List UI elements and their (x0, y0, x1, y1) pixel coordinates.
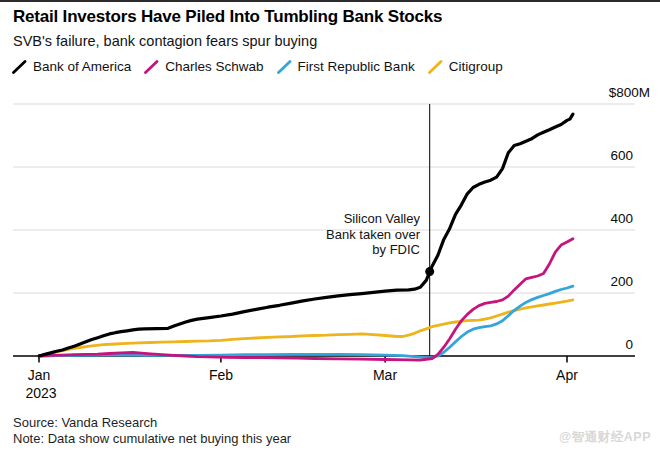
svb-fdic-annotation: Silicon Valley Bank taken over by FDIC (326, 211, 420, 258)
event-dot (425, 267, 434, 276)
y-axis-label-600: 600 (610, 148, 633, 163)
source-text: Source: Vanda Research (13, 415, 157, 430)
x-axis-label-mar: Mar (373, 367, 397, 383)
y-axis-label-400: 400 (610, 211, 633, 226)
y-axis-label-200: 200 (610, 274, 633, 289)
x-axis-label-jan: Jan (28, 367, 51, 383)
x-axis-label-apr: Apr (556, 367, 578, 383)
series-line-citigroup (39, 300, 573, 356)
y-axis-label-0: 0 (625, 337, 633, 352)
note-text: Note: Data show cumulative net buying th… (13, 431, 291, 446)
x-axis-year-label: 2023 (25, 385, 56, 401)
series-line-first-republic-bank (39, 286, 573, 358)
y-axis-label-800: $800M (609, 85, 650, 100)
series-line-bank-of-america (39, 114, 573, 356)
watermark: @智通财经APP (559, 429, 651, 446)
x-axis-label-feb: Feb (209, 367, 233, 383)
chart-panel: Retail Investors Have Piled Into Tumblin… (0, 0, 660, 451)
